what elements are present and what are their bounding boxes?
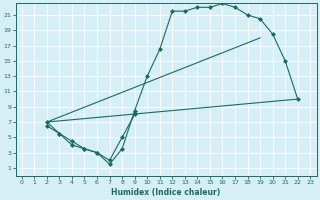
X-axis label: Humidex (Indice chaleur): Humidex (Indice chaleur)	[111, 188, 221, 197]
